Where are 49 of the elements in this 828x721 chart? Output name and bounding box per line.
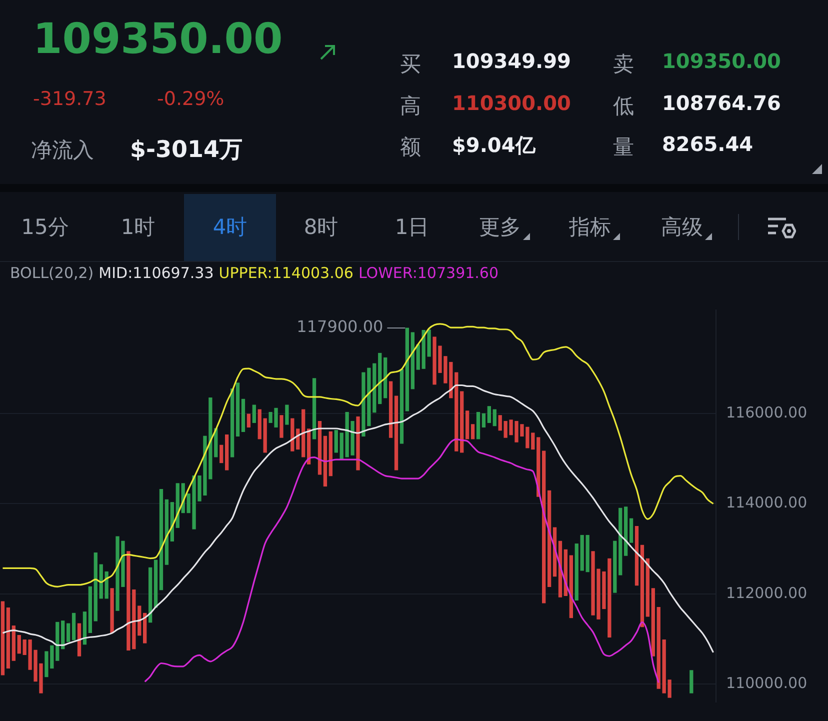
line-series — [2, 384, 714, 654]
text: 8时 — [304, 215, 338, 239]
candlestick — [246, 414, 251, 428]
candlestick — [17, 634, 21, 654]
chart-title: BOLL(20,2) — [10, 264, 94, 282]
y-tick-label: 114000.00 — [726, 494, 808, 512]
candlestick — [487, 406, 492, 423]
text: 额 — [400, 134, 421, 161]
text: 指标 — [569, 215, 611, 239]
text: 卖 — [613, 51, 634, 78]
text: 109350.00 — [662, 49, 781, 73]
y-tick-label: 110000.00 — [726, 674, 808, 692]
text: 低 — [613, 93, 634, 120]
text: 1日 — [394, 215, 430, 239]
text: 110300.00 — [452, 91, 571, 115]
text: 15分 — [21, 215, 69, 239]
y-tick-label: 112000.00 — [726, 584, 808, 602]
text: 买 — [400, 51, 421, 78]
annotation: 117900.00 — [296, 317, 384, 336]
text: -319.73 — [33, 88, 106, 110]
text: 更多 — [479, 215, 521, 239]
y-tick-label: 116000.00 — [726, 404, 808, 422]
text: -0.29% — [157, 88, 224, 110]
text: 高级 — [661, 215, 703, 239]
text: 8265.44 — [662, 132, 754, 156]
text: 高 — [400, 93, 421, 120]
text: 108764.76 — [662, 91, 781, 115]
text: 1时 — [120, 215, 156, 239]
text: 109350.00 — [33, 14, 283, 63]
candlestick — [482, 413, 486, 428]
text: UPPER:114003.06 — [218, 264, 354, 282]
text: 109349.99 — [452, 49, 571, 73]
candlestick — [220, 444, 224, 464]
text: 量 — [613, 134, 634, 161]
line-series — [144, 438, 660, 684]
candlestick — [280, 415, 284, 438]
candlestick — [66, 623, 70, 642]
text: 4时 — [212, 215, 248, 239]
candlestick — [470, 424, 475, 440]
text: LOWER:107391.60 — [358, 264, 499, 282]
text: $-3014万 — [130, 136, 243, 165]
candlestick — [334, 430, 338, 453]
text: MID:110697.33 — [98, 264, 214, 282]
candlestick — [252, 404, 256, 423]
candlestick — [492, 409, 496, 426]
text: 净流入 — [31, 137, 94, 164]
candlestick — [690, 670, 694, 694]
candlestick — [285, 404, 289, 425]
text: $9.04亿 — [452, 132, 536, 159]
